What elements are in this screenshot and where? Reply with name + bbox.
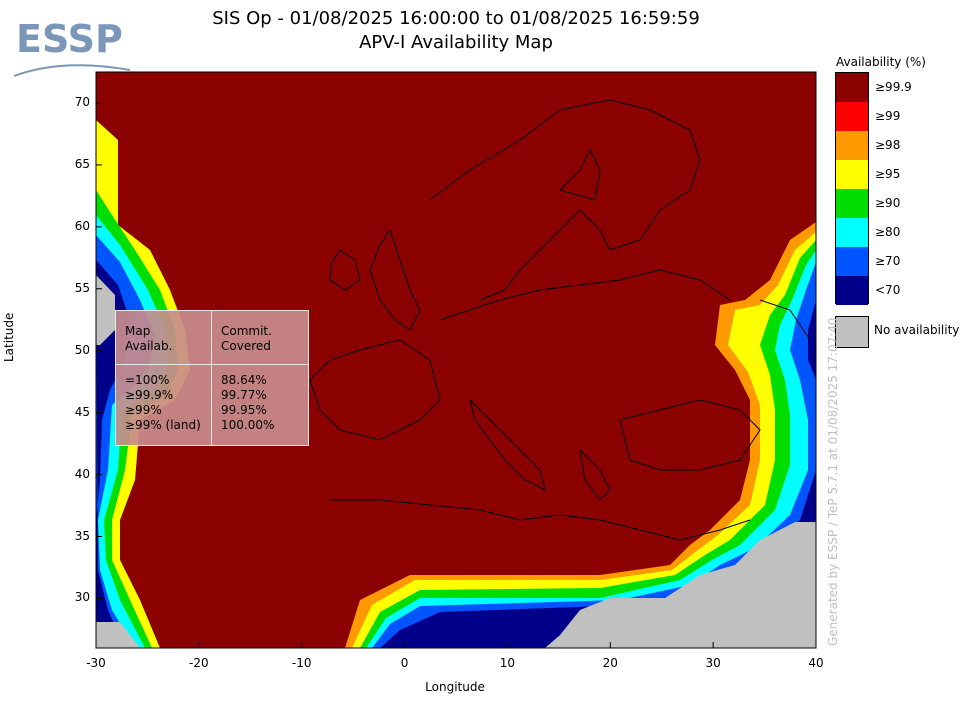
east-band-yellow (345, 222, 816, 648)
legend-swatch (836, 276, 868, 305)
no-availability-label: No availability (874, 323, 960, 337)
stats-header-covered: Commit. Covered (221, 324, 272, 353)
west-no-availability-south (96, 622, 140, 648)
y-tick-label: 65 (74, 156, 90, 171)
legend-swatch (836, 131, 868, 160)
y-axis-label: Latitude (2, 312, 16, 362)
stats-map-column: =100% ≥99.9% ≥99% ≥99% (land) (125, 373, 201, 433)
essp-logo: ESSP (13, 17, 131, 77)
legend-label: ≥95 (875, 167, 901, 181)
legend-label: ≥90 (875, 196, 901, 210)
x-axis-label: Longitude (425, 680, 485, 694)
legend-label: ≥70 (875, 254, 901, 268)
legend-swatch (836, 73, 868, 102)
legend-swatch (836, 160, 868, 189)
stats-table: Map Availab. Commit. Covered =100% ≥99.9… (115, 310, 309, 446)
legend-label: ≥99 (875, 109, 901, 123)
y-tick-label: 35 (74, 528, 90, 543)
stats-covered-cell: 100.00% (221, 418, 275, 432)
x-tick-label: 10 (499, 656, 516, 670)
map-subtitle: APV-I Availability Map (359, 32, 553, 53)
y-tick-label: 30 (74, 590, 90, 605)
legend-label: ≥98 (875, 138, 901, 152)
no-availability-swatch (835, 316, 869, 348)
y-tick-label: 40 (74, 466, 90, 481)
west-no-availability (96, 275, 115, 345)
legend-label: ≥99.9 (875, 80, 912, 94)
y-tick-label: 70 (74, 94, 90, 109)
y-tick-label: 45 (74, 404, 90, 419)
legend-colorbar (835, 72, 869, 305)
legend-swatch (836, 218, 868, 247)
map-title: SIS Op - 01/08/2025 16:00:00 to 01/08/20… (212, 8, 700, 29)
legend-label: <70 (875, 283, 901, 297)
stats-covered-cell: 99.95% (221, 403, 267, 417)
legend-swatch (836, 102, 868, 131)
east-no-availability (545, 522, 816, 648)
x-tick-label: -30 (86, 656, 106, 670)
x-tick-label: 40 (808, 656, 824, 670)
credit-text: Generated by ESSP / TeP 5.7.1 at 01/08/2… (826, 317, 840, 646)
stats-map-cell: =100% (125, 373, 170, 387)
stats-covered-column: 88.64% 99.77% 99.95% 100.00% (221, 373, 274, 433)
stats-map-cell: ≥99.9% (125, 388, 174, 402)
x-tick-label: -20 (189, 656, 209, 670)
stats-covered-cell: 99.77% (221, 388, 267, 402)
y-tick-label: 50 (74, 342, 90, 357)
svg-text:ESSP: ESSP (16, 17, 123, 61)
stats-map-cell: ≥99% (land) (125, 418, 201, 432)
map-frame (95, 71, 817, 649)
legend-label: ≥80 (875, 225, 901, 239)
stats-header-map: Map Availab. (125, 324, 173, 353)
legend-title: Availability (%) (836, 55, 926, 69)
legend-swatch (836, 247, 868, 276)
coastlines (309, 99, 811, 541)
stats-map-cell: ≥99% (125, 403, 162, 417)
x-tick-label: -10 (291, 656, 312, 670)
y-tick-label: 60 (74, 218, 90, 233)
x-tick-label: 0 (400, 656, 409, 670)
y-tick-label: 55 (74, 280, 90, 295)
stats-covered-cell: 88.64% (221, 373, 267, 387)
x-tick-label: 30 (705, 656, 721, 670)
x-tick-label: 20 (602, 656, 618, 670)
legend-swatch (836, 189, 868, 218)
